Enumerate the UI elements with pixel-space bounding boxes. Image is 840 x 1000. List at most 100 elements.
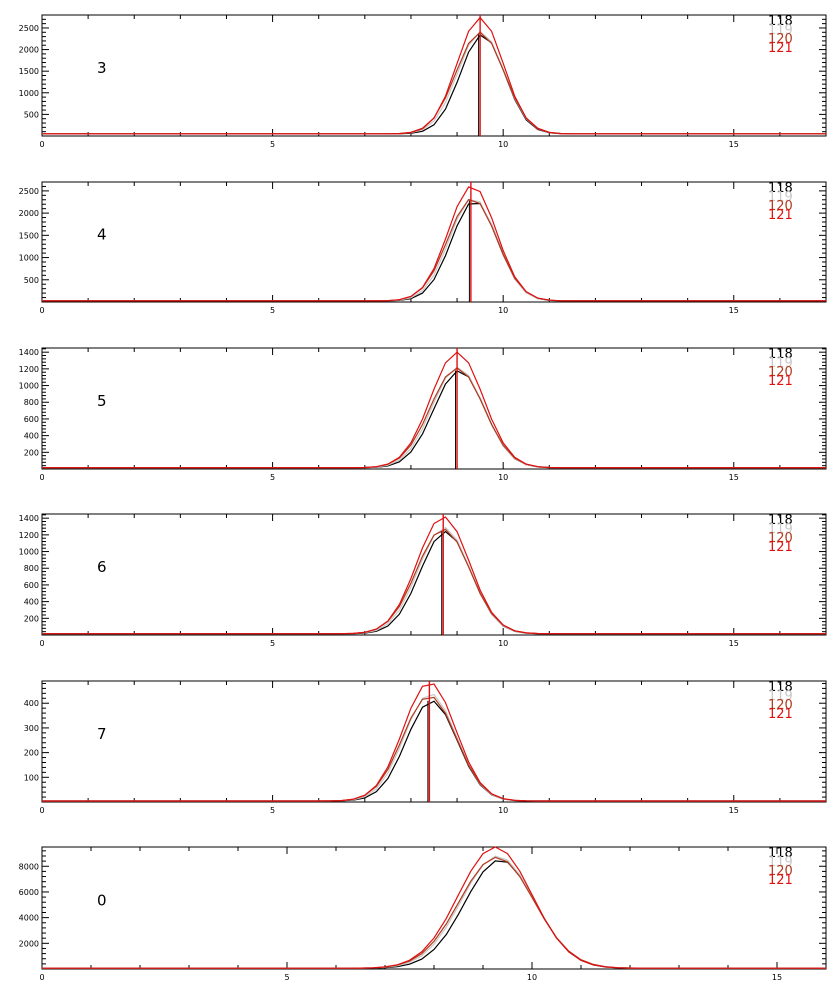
x-tick-label: 10 xyxy=(527,973,537,982)
legend-entry: 119 xyxy=(768,689,793,704)
x-tick-label: 10 xyxy=(498,306,508,315)
x-tick-label: 15 xyxy=(729,306,739,315)
y-tick-label: 1400 xyxy=(19,348,39,357)
series-line-118 xyxy=(42,370,826,469)
panel-label: 5 xyxy=(97,392,107,410)
y-tick-label: 1000 xyxy=(19,89,39,98)
legend-entry: 120 xyxy=(768,698,793,713)
x-tick-label: 10 xyxy=(498,473,508,482)
legend-entry: 119 xyxy=(768,356,793,371)
y-tick-label: 800 xyxy=(24,564,39,573)
series-line-120 xyxy=(42,856,826,969)
chart-panel: 0 5 10 15 200 400 600 800 1000 1200 1400 5 118119120… xyxy=(19,347,827,482)
series-line-120 xyxy=(42,696,826,802)
panel-label: 7 xyxy=(97,725,107,743)
y-tick-label: 300 xyxy=(24,724,39,733)
panel-label: 3 xyxy=(97,59,107,77)
y-tick-label: 600 xyxy=(24,581,39,590)
legend-entry: 118 xyxy=(768,680,793,695)
y-tick-label: 2500 xyxy=(19,187,39,196)
x-tick-label: 0 xyxy=(39,306,44,315)
series-line-120 xyxy=(42,528,826,635)
y-tick-label: 6000 xyxy=(19,888,39,897)
legend-entry: 119 xyxy=(768,855,793,870)
legend-entry: 120 xyxy=(768,199,793,214)
legend-entry: 120 xyxy=(768,531,793,546)
y-tick-label: 1500 xyxy=(19,67,39,76)
chart-panel: 0 5 10 15 200 400 600 800 1000 1200 1400 6 118119120… xyxy=(19,513,827,648)
panel-label: 4 xyxy=(97,226,107,244)
panel-label: 6 xyxy=(97,558,107,576)
legend-entry: 120 xyxy=(768,32,793,47)
legend-entry: 118 xyxy=(768,14,793,29)
x-tick-label: 5 xyxy=(270,639,275,648)
plot-frame xyxy=(41,680,827,803)
series-line-121 xyxy=(42,846,826,969)
series-line-121 xyxy=(42,351,826,469)
y-tick-label: 1000 xyxy=(19,254,39,263)
x-tick-label: 5 xyxy=(270,140,275,149)
y-tick-label: 1500 xyxy=(19,231,39,240)
y-tick-label: 100 xyxy=(24,773,39,782)
series-line-118 xyxy=(42,860,826,969)
y-tick-label: 400 xyxy=(24,432,39,441)
x-tick-label: 0 xyxy=(39,473,44,482)
y-tick-label: 400 xyxy=(24,699,39,708)
y-tick-label: 400 xyxy=(24,598,39,607)
legend-entry: 120 xyxy=(768,365,793,380)
series-line-119 xyxy=(42,855,826,969)
series-line-118 xyxy=(42,34,826,135)
x-tick-label: 0 xyxy=(39,140,44,149)
x-tick-label: 15 xyxy=(772,973,782,982)
plot-frame xyxy=(41,846,827,970)
y-tick-label: 1200 xyxy=(19,365,39,374)
legend-entry: 118 xyxy=(768,347,793,362)
legend-entry: 118 xyxy=(768,513,793,528)
x-tick-label: 0 xyxy=(39,806,44,815)
y-tick-label: 1000 xyxy=(19,382,39,391)
x-tick-label: 15 xyxy=(729,140,739,149)
legend-entry: 118 xyxy=(768,181,793,196)
x-tick-label: 0 xyxy=(39,639,44,648)
plot-frame xyxy=(41,513,827,636)
x-tick-label: 10 xyxy=(498,639,508,648)
legend-entry: 119 xyxy=(768,23,793,38)
series-line-119 xyxy=(42,198,826,302)
y-tick-label: 2000 xyxy=(19,46,39,55)
x-tick-label: 5 xyxy=(270,473,275,482)
x-tick-label: 0 xyxy=(39,973,44,982)
y-tick-label: 600 xyxy=(24,415,39,424)
series-line-118 xyxy=(42,202,826,302)
series-line-121 xyxy=(42,186,826,302)
series-line-118 xyxy=(42,700,826,802)
y-tick-label: 2500 xyxy=(19,24,39,33)
y-tick-label: 2000 xyxy=(19,209,39,218)
series-line-119 xyxy=(42,366,826,469)
y-tick-label: 200 xyxy=(24,448,39,457)
y-tick-label: 4000 xyxy=(19,914,39,923)
legend-entry: 119 xyxy=(768,522,793,537)
y-tick-label: 200 xyxy=(24,614,39,623)
x-tick-label: 5 xyxy=(284,973,289,982)
x-tick-label: 15 xyxy=(729,806,739,815)
legend-entry: 119 xyxy=(768,190,793,205)
legend-entry: 121 xyxy=(768,41,793,56)
legend-entry: 121 xyxy=(768,208,793,223)
series-line-121 xyxy=(42,516,826,635)
legend-entry: 121 xyxy=(768,374,793,389)
series-line-119 xyxy=(42,526,826,635)
legend-entry: 121 xyxy=(768,540,793,555)
series-line-120 xyxy=(42,198,826,302)
y-tick-label: 500 xyxy=(24,276,39,285)
legend-entry: 121 xyxy=(768,873,793,888)
series-line-119 xyxy=(42,693,826,802)
y-tick-label: 800 xyxy=(24,398,39,407)
legend-entry: 120 xyxy=(768,864,793,879)
x-tick-label: 5 xyxy=(270,806,275,815)
y-tick-label: 1200 xyxy=(19,531,39,540)
y-tick-label: 1400 xyxy=(19,514,39,523)
